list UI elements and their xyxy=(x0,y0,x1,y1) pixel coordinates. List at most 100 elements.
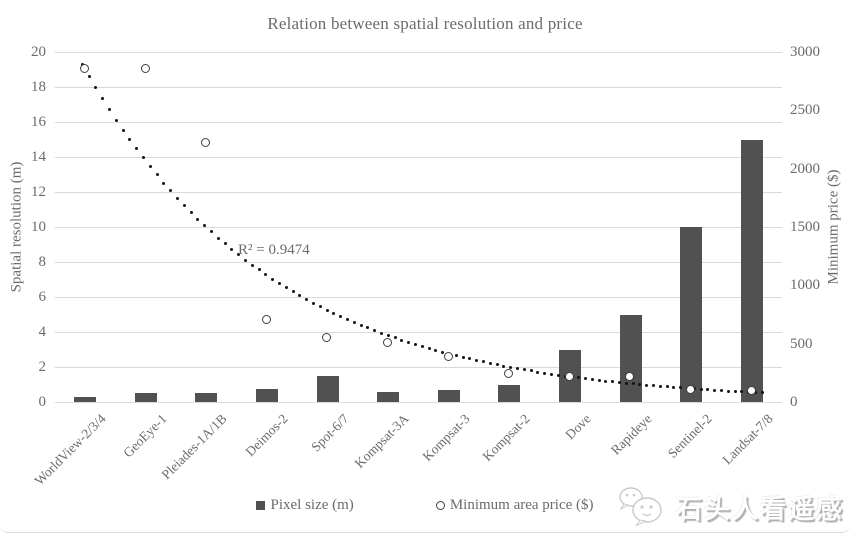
trendline-dot xyxy=(332,311,336,315)
trendline-dot xyxy=(94,86,98,90)
price-point-GeoEye-1 xyxy=(140,64,150,74)
right-tick-500: 500 xyxy=(790,335,813,352)
price-point-Sentinel-2 xyxy=(685,385,695,395)
bar-WorldView-2/3/4 xyxy=(74,396,97,402)
trendline-dot xyxy=(638,383,642,387)
trendline-dot xyxy=(706,388,710,392)
legend-label-pixel-size: Pixel size (m) xyxy=(270,497,354,513)
watermark-text: 石头人看遥感 xyxy=(675,494,844,525)
trendline-dot xyxy=(590,378,594,382)
price-point-Deimos-2 xyxy=(261,315,271,325)
left-tick-8: 8 xyxy=(38,254,47,270)
gridline-y-20 xyxy=(55,52,782,53)
bar-Spot-6/7 xyxy=(316,375,339,402)
price-point-Landsat-7/8 xyxy=(746,385,756,395)
trendline-dot xyxy=(379,331,383,335)
watermark: 石头人看遥感 xyxy=(618,486,844,528)
trendline-dot xyxy=(386,334,390,338)
trendline-dot xyxy=(529,369,533,373)
legend-item-min-area-price: Minimum area price ($) xyxy=(435,497,594,514)
gridline-y-12 xyxy=(55,192,782,193)
bar-Deimos-2 xyxy=(256,388,279,402)
trendline-dot xyxy=(658,384,662,388)
trendline-dot xyxy=(189,211,193,215)
price-point-Kompsat-3 xyxy=(443,352,453,362)
trendline-dot xyxy=(325,308,329,312)
trendline-dot xyxy=(101,97,105,101)
trendline-dot xyxy=(298,294,302,298)
trendline-dot xyxy=(135,147,139,151)
trendline-dot xyxy=(733,389,737,393)
trendline-dot xyxy=(631,382,635,386)
trendline-dot xyxy=(80,62,84,66)
trendline-dot xyxy=(175,196,179,200)
trendline-dot xyxy=(481,360,485,364)
left-tick-14: 14 xyxy=(31,149,46,165)
gridline-y-14 xyxy=(55,157,782,158)
trendline-dot xyxy=(475,358,479,362)
price-point-Dove xyxy=(564,371,574,381)
trendline-dot xyxy=(665,385,669,389)
trendline-dot xyxy=(556,373,560,377)
left-tick-18: 18 xyxy=(31,79,46,95)
trendline-dot xyxy=(651,384,655,388)
trendline-dot xyxy=(441,350,445,354)
trendline-dot xyxy=(291,290,295,294)
trendline-dot xyxy=(760,391,764,395)
price-point-Spot-6/7 xyxy=(322,332,332,342)
trendline-dot xyxy=(577,376,581,380)
left-tick-12: 12 xyxy=(31,184,46,200)
trendline-dot xyxy=(250,263,254,267)
trendline-dot xyxy=(420,345,424,349)
trendline-dot xyxy=(305,298,309,301)
trendline-dot xyxy=(339,314,343,318)
trendline-dot xyxy=(345,317,349,321)
chart-title: Relation between spatial resolution and … xyxy=(267,14,583,33)
trendline-dot xyxy=(393,336,397,340)
left-tick-20: 20 xyxy=(31,44,46,60)
trendline-dot xyxy=(196,217,200,221)
bar-Landsat-7/8 xyxy=(740,139,763,402)
r-squared-annotation: R² = 0.9474 xyxy=(238,242,310,258)
bar-swatch-icon xyxy=(256,501,266,510)
trendline-dot xyxy=(740,390,744,394)
gridline-y-10 xyxy=(55,227,782,228)
trendline-dot xyxy=(713,388,717,392)
trendline-dot xyxy=(624,381,628,385)
trendline-dot xyxy=(583,377,587,381)
trendline-dot xyxy=(162,181,166,185)
trendline-dot xyxy=(543,371,547,375)
bar-Sentinel-2 xyxy=(680,227,703,402)
trendline-dot xyxy=(699,387,703,391)
trendline-dot xyxy=(284,286,288,290)
trendline-dot xyxy=(434,348,438,352)
trendline-dot xyxy=(373,329,377,333)
trendline-dot xyxy=(597,378,601,382)
left-tick-10: 10 xyxy=(31,219,46,235)
trendline-dot xyxy=(182,204,186,208)
trendline-dot xyxy=(366,326,370,330)
trendline-dot xyxy=(141,156,145,160)
trendline-dot xyxy=(407,340,411,344)
left-tick-4: 4 xyxy=(38,324,47,340)
trendline-dot xyxy=(400,338,404,342)
trendline-dot xyxy=(549,372,553,376)
chart-legend: Pixel size (m) Minimum area price ($) xyxy=(0,497,850,514)
gridline-y-8 xyxy=(55,262,782,263)
bar-GeoEye-1 xyxy=(134,393,157,402)
trendline-dot xyxy=(719,389,723,393)
trendline-dot xyxy=(243,258,247,262)
legend-item-pixel-size: Pixel size (m) xyxy=(256,497,354,514)
trendline-dot xyxy=(468,357,472,361)
bar-Rapideye xyxy=(619,314,642,402)
trendline-dot xyxy=(128,138,132,142)
trendline-dot xyxy=(522,368,526,372)
trendline-dot xyxy=(352,320,356,324)
trendline-dot xyxy=(488,361,492,365)
trendline-dot xyxy=(536,370,540,374)
trendline-dot xyxy=(114,118,118,122)
price-point-WorldView-2/3/4 xyxy=(80,64,90,74)
trendline-dot xyxy=(515,367,519,371)
